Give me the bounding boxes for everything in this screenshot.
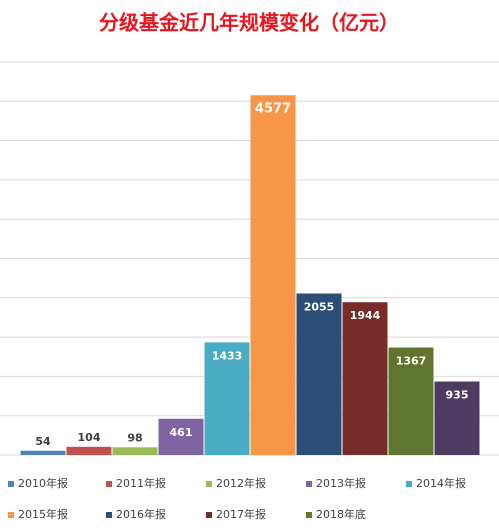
chart-title: 分级基金近几年规模变化（亿元） xyxy=(99,11,399,35)
legend-label: 2018年底 xyxy=(316,507,366,521)
bar xyxy=(250,95,296,455)
legend-swatch xyxy=(406,481,412,487)
legend-swatch xyxy=(306,481,312,487)
bar xyxy=(434,381,480,455)
legend-swatch xyxy=(206,512,212,518)
bar xyxy=(204,342,250,455)
bar xyxy=(112,447,158,455)
bar xyxy=(20,450,66,455)
legend-label: 2010年报 xyxy=(18,476,68,490)
data-label: 104 xyxy=(78,431,101,444)
legend-swatch xyxy=(8,512,14,518)
bar xyxy=(158,418,204,455)
legend-label: 2011年报 xyxy=(116,476,166,490)
data-label: 2055 xyxy=(304,300,335,313)
legend-label: 2016年报 xyxy=(116,507,166,521)
data-label: 98 xyxy=(127,431,142,444)
legend-label: 2015年报 xyxy=(18,507,68,521)
legend-label: 2017年报 xyxy=(216,507,266,521)
data-label: 1944 xyxy=(350,309,381,322)
data-label: 1433 xyxy=(212,349,243,362)
legend-label: 2012年报 xyxy=(216,476,266,490)
data-label: 4577 xyxy=(255,102,291,117)
legend-swatch xyxy=(106,481,112,487)
bar xyxy=(66,446,112,455)
data-label: 1367 xyxy=(396,355,427,368)
data-label: 461 xyxy=(170,426,193,439)
legend-swatch xyxy=(8,481,14,487)
legend-swatch xyxy=(306,512,312,518)
bar xyxy=(296,293,342,455)
legend-swatch xyxy=(206,481,212,487)
legend-label: 2014年报 xyxy=(416,476,466,490)
legend-label: 2013年报 xyxy=(316,476,366,490)
data-label: 935 xyxy=(446,389,469,402)
bar xyxy=(388,347,434,455)
legend-swatch xyxy=(106,512,112,518)
bar xyxy=(342,302,388,455)
data-label: 54 xyxy=(35,435,51,448)
